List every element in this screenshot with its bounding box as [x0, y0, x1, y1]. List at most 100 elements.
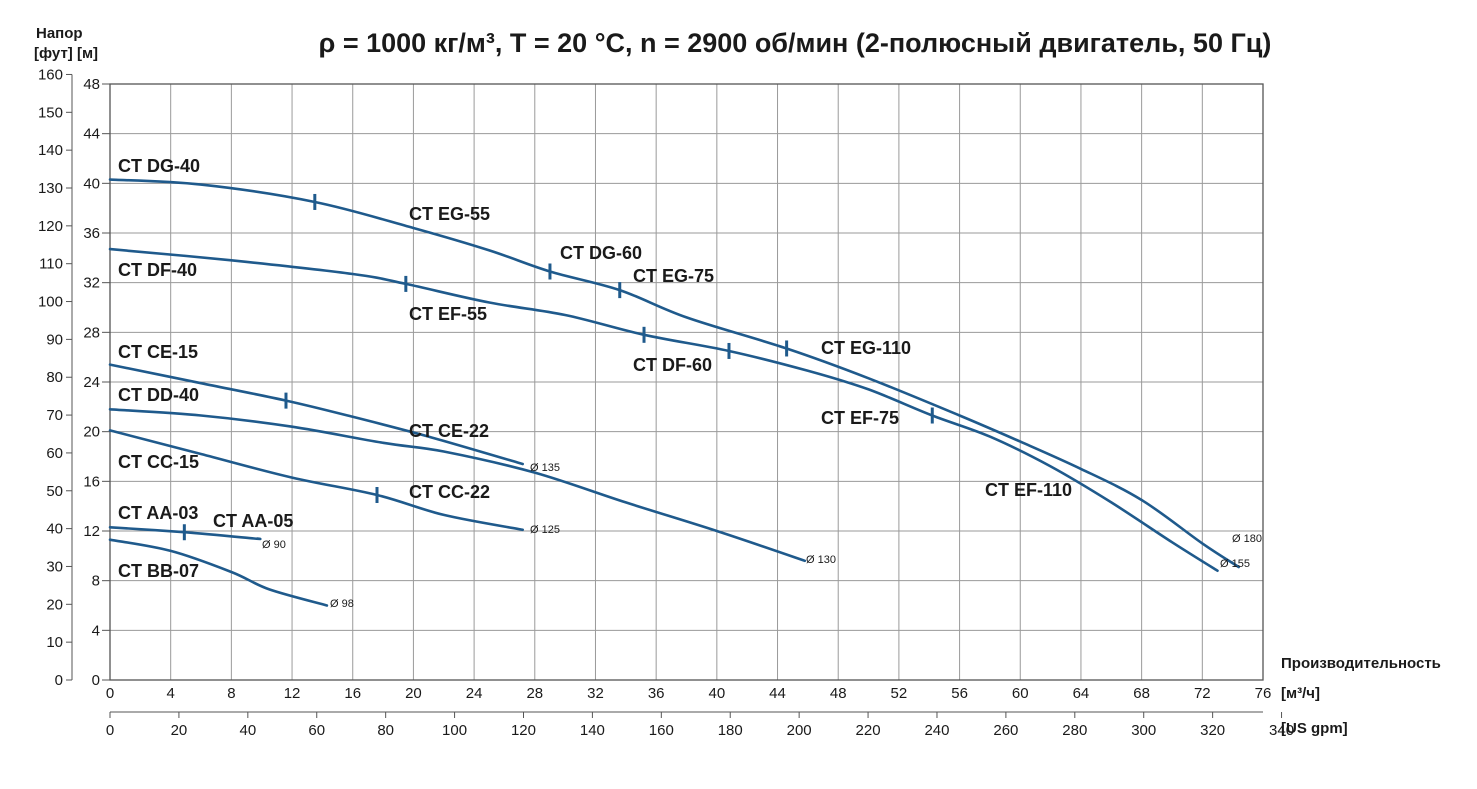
x-tick-label-m3h: 44	[769, 685, 786, 702]
tick-labels: 0481216202428323640444801020304050607080…	[38, 66, 1294, 739]
x-tick-label-gpm: 260	[993, 722, 1018, 739]
chart-title: ρ = 1000 кг/м³, T = 20 °C, n = 2900 об/м…	[319, 28, 1272, 58]
y-tick-label-ft: 120	[38, 218, 63, 235]
x-tick-label-gpm: 80	[377, 722, 394, 739]
x-tick-label-m3h: 76	[1255, 685, 1272, 702]
y-tick-label-ft: 50	[46, 483, 63, 500]
curve-label: CT EF-75	[821, 408, 899, 428]
y-axis-units: [фут] [м]	[34, 45, 98, 62]
curve-label: CT BB-07	[118, 561, 199, 581]
curve-labels: CT DG-40 CT EG-55 CT DG-60 CT EG-75 CT D…	[118, 156, 1072, 581]
x-tick-label-m3h: 36	[648, 685, 665, 702]
y-tick-label-ft: 110	[39, 256, 63, 273]
y-tick-label-ft: 30	[46, 558, 63, 575]
pump-curve-180	[108, 178, 1240, 569]
grid	[109, 83, 1264, 681]
curve-label: CT AA-03	[118, 503, 198, 523]
impeller-label: Ø 135	[530, 462, 560, 474]
curve-label: CT CE-15	[118, 342, 198, 362]
pump-curve-130	[108, 408, 807, 563]
x-tick-label-m3h: 20	[405, 685, 422, 702]
x-tick-label-m3h: 28	[526, 685, 543, 702]
curve-label: CT DG-40	[118, 156, 200, 176]
x-tick-label-m3h: 32	[587, 685, 604, 702]
impeller-label: Ø 98	[330, 598, 354, 610]
y-tick-label-ft: 140	[38, 142, 63, 159]
curve-label: CT EG-110	[821, 338, 911, 358]
y-tick-label-ft: 80	[46, 369, 63, 386]
pump-curve-90	[108, 526, 262, 541]
x-tick-label-m3h: 56	[951, 685, 968, 702]
x-tick-label-m3h: 12	[284, 685, 301, 702]
curve-label: CT DG-60	[560, 243, 642, 263]
y-tick-label-m: 8	[92, 573, 100, 590]
x-tick-label-m3h: 68	[1133, 685, 1150, 702]
impeller-label: Ø 125	[530, 524, 560, 536]
impeller-label: Ø 90	[262, 539, 286, 551]
curve-label: CT CC-15	[118, 452, 199, 472]
y-tick-label-m: 20	[83, 424, 100, 441]
curve-markers	[182, 193, 934, 541]
x-tick-label-m3h: 0	[106, 685, 114, 702]
x-tick-label-m3h: 16	[344, 685, 361, 702]
x-tick-label-gpm: 0	[106, 722, 114, 739]
curve-label: CT EF-110	[985, 480, 1072, 500]
y-tick-label-m: 28	[83, 324, 100, 341]
y-tick-label-m: 32	[83, 275, 100, 292]
x-tick-label-gpm: 320	[1200, 722, 1225, 739]
x-tick-label-gpm: 280	[1062, 722, 1087, 739]
x-tick-label-gpm: 200	[787, 722, 812, 739]
x-tick-label-m3h: 4	[167, 685, 175, 702]
x-tick-label-m3h: 48	[830, 685, 847, 702]
y-tick-label-ft: 40	[46, 521, 63, 538]
curve-label: CT CE-22	[409, 421, 489, 441]
curve-label: CT DF-40	[118, 260, 197, 280]
x-tick-label-m3h: 60	[1012, 685, 1029, 702]
curve-label: CT AA-05	[213, 511, 293, 531]
x-tick-label-gpm: 240	[924, 722, 949, 739]
x-tick-label-gpm: 60	[308, 722, 325, 739]
y-tick-label-ft: 60	[46, 445, 63, 462]
x-tick-label-gpm: 20	[171, 722, 188, 739]
y-tick-label-m: 12	[83, 523, 100, 540]
x-axis-units-secondary: [US gpm]	[1281, 720, 1348, 737]
curve-label: CT CC-22	[409, 482, 490, 502]
y-tick-label-m: 48	[83, 76, 100, 93]
y-tick-label-ft: 100	[38, 294, 63, 311]
impeller-label: Ø 130	[806, 554, 836, 566]
x-axis-title: Производительность	[1281, 655, 1441, 672]
curve-label: CT EG-75	[633, 266, 714, 286]
x-tick-label-m3h: 72	[1194, 685, 1211, 702]
y-tick-label-ft: 70	[46, 407, 63, 424]
y-tick-label-m: 44	[83, 126, 100, 143]
y-tick-label-m: 40	[83, 175, 100, 192]
y-tick-label-ft: 90	[46, 331, 63, 348]
x-tick-label-gpm: 300	[1131, 722, 1156, 739]
curve-label: CT EG-55	[409, 204, 490, 224]
y-tick-label-m: 36	[83, 225, 100, 242]
x-tick-label-gpm: 180	[718, 722, 743, 739]
x-tick-label-gpm: 40	[239, 722, 256, 739]
x-tick-label-gpm: 120	[511, 722, 536, 739]
y-tick-label-ft: 150	[38, 104, 63, 121]
x-tick-label-gpm: 160	[649, 722, 674, 739]
x-tick-label-gpm: 100	[442, 722, 467, 739]
impeller-labels: Ø 98 Ø 90 Ø 125 Ø 135 Ø 130 Ø 155 Ø 180	[262, 462, 1262, 610]
x-tick-label-m3h: 52	[891, 685, 908, 702]
y-tick-label-ft: 0	[55, 672, 63, 689]
y-tick-label-m: 24	[83, 374, 100, 391]
impeller-label: Ø 155	[1220, 558, 1250, 570]
impeller-label: Ø 180	[1232, 533, 1262, 545]
x-tick-label-m3h: 40	[708, 685, 725, 702]
y-tick-label-ft: 130	[38, 180, 63, 197]
y-tick-label-m: 4	[92, 622, 100, 639]
y-tick-label-ft: 20	[46, 596, 63, 613]
y-tick-label-m: 0	[92, 672, 100, 689]
pump-curve-135	[108, 363, 524, 466]
x-axis-units-primary: [м³/ч]	[1281, 685, 1320, 702]
y-tick-label-ft: 160	[38, 66, 63, 83]
y-tick-label-ft: 10	[46, 634, 63, 651]
y-tick-label-m: 16	[83, 473, 100, 490]
x-tick-label-m3h: 64	[1073, 685, 1090, 702]
